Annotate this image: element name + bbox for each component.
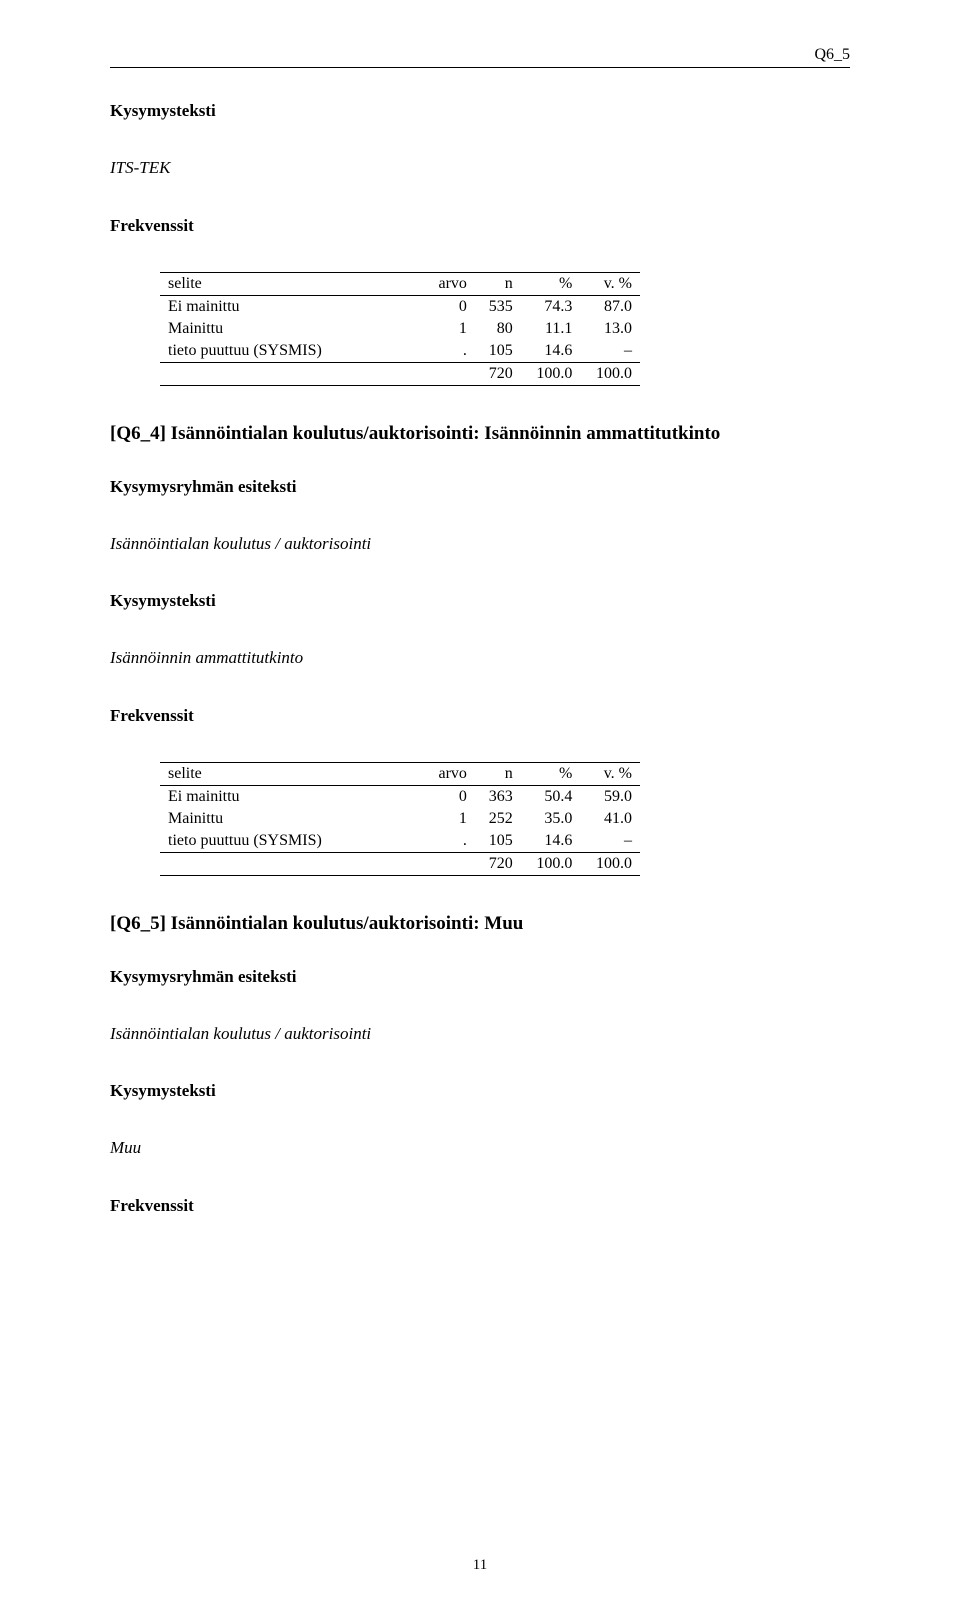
table-header-row: selite arvo n % v. % [160,272,640,295]
frekvenssit-heading: Frekvenssit [110,215,850,236]
kysymysryhman-heading: Kysymysryhmän esiteksti [110,966,850,987]
frequency-table-2: selite arvo n % v. % Ei mainittu 0 363 5… [160,762,640,876]
section3-group-text: Isännöintialan koulutus / auktorisointi [110,1023,850,1044]
table-header-row: selite arvo n % v. % [160,762,640,785]
kysymysteksti-heading: Kysymysteksti [110,100,850,121]
section3-title: [Q6_5] Isännöintialan koulutus/auktoriso… [110,912,850,936]
kysymysteksti-heading: Kysymysteksti [110,590,850,611]
col-vpct: v. % [580,272,640,295]
col-selite: selite [160,272,424,295]
table-total-row: 720 100.0 100.0 [160,362,640,385]
col-n: n [475,762,521,785]
table-row: Mainittu 1 80 11.1 13.0 [160,318,640,340]
table-row: Mainittu 1 252 35.0 41.0 [160,808,640,830]
section2-group-text: Isännöintialan koulutus / auktorisointi [110,533,850,554]
col-n: n [475,272,521,295]
page-number: 11 [0,1556,960,1575]
section3-question-text: Muu [110,1137,850,1158]
col-pct: % [521,762,581,785]
kysymysteksti-heading: Kysymysteksti [110,1080,850,1101]
col-pct: % [521,272,581,295]
frekvenssit-heading: Frekvenssit [110,705,850,726]
header-code: Q6_5 [110,45,850,68]
table-row: Ei mainittu 0 363 50.4 59.0 [160,785,640,808]
col-arvo: arvo [424,762,475,785]
col-arvo: arvo [424,272,475,295]
table-row: tieto puuttuu (SYSMIS) . 105 14.6 – [160,830,640,853]
frequency-table-1: selite arvo n % v. % Ei mainittu 0 535 7… [160,272,640,386]
section1-subtitle: ITS-TEK [110,157,850,178]
table-total-row: 720 100.0 100.0 [160,852,640,875]
kysymysryhman-heading: Kysymysryhmän esiteksti [110,476,850,497]
table-row: tieto puuttuu (SYSMIS) . 105 14.6 – [160,340,640,363]
table-row: Ei mainittu 0 535 74.3 87.0 [160,295,640,318]
section2-question-text: Isännöinnin ammattitutkinto [110,647,850,668]
frekvenssit-heading: Frekvenssit [110,1195,850,1216]
col-selite: selite [160,762,424,785]
section2-title: [Q6_4] Isännöintialan koulutus/auktoriso… [110,422,850,446]
col-vpct: v. % [580,762,640,785]
